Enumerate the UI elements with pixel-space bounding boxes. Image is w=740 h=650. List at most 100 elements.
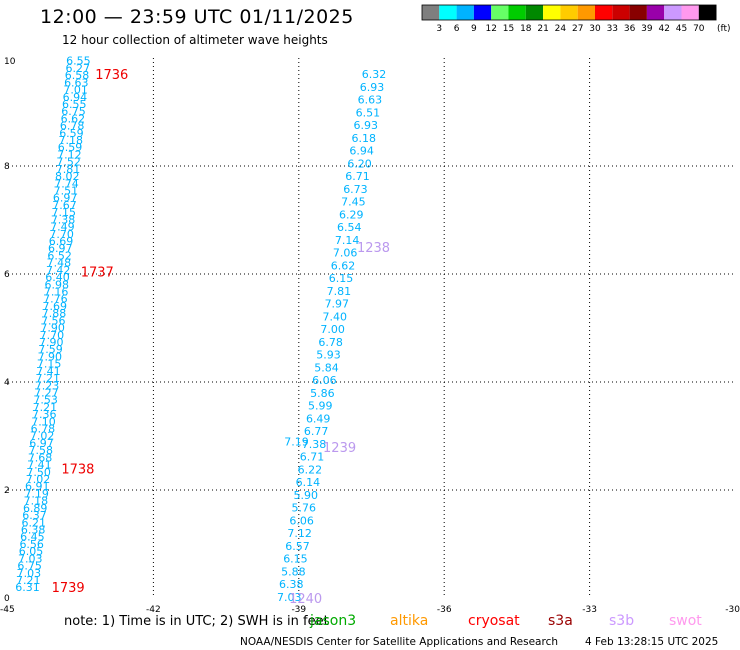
wave-height-value: 7.90 — [39, 336, 64, 349]
wave-height-value: 7.36 — [32, 408, 57, 421]
footer-timestamp: 4 Feb 13:28:15 UTC 2025 — [585, 636, 718, 648]
colorbar-swatch — [439, 5, 457, 20]
x-tick-label: -30 — [725, 605, 740, 615]
wave-height-value: 7.18 — [58, 134, 82, 147]
colorbar-frame — [421, 4, 717, 21]
wave-height-value: 7.18 — [24, 495, 49, 508]
wave-height-value: 6.62 — [61, 112, 86, 125]
wave-height-value: 7.10 — [31, 415, 55, 428]
wave-height-value: 6.22 — [298, 463, 323, 476]
data-marks: 6.317.217.036.757.036.056.566.456.386.21… — [15, 55, 390, 607]
wave-height-value: 7.15 — [37, 358, 62, 371]
pass-number-label: 1736 — [95, 68, 128, 83]
footer-credit: NOAA/NESDIS Center for Satellite Applica… — [240, 636, 558, 648]
wave-height-value: 6.89 — [23, 502, 47, 515]
wave-height-value: 7.21 — [16, 574, 41, 587]
wave-height-value: 7.51 — [54, 185, 79, 198]
colorbar-label: 30 — [589, 24, 601, 34]
colorbar-swatch — [508, 5, 526, 20]
wave-height-value: 7.67 — [52, 199, 76, 212]
wave-height-value: 7.69 — [42, 300, 67, 313]
wave-height-value: 6.55 — [66, 55, 91, 68]
wave-height-value: 7.70 — [40, 329, 64, 342]
wave-height-value: 7.00 — [320, 323, 345, 336]
wave-height-value: 6.06 — [312, 374, 337, 387]
colorbar-label: 27 — [572, 24, 583, 34]
wave-height-value: 6.75 — [61, 105, 86, 118]
colorbar-label: 24 — [555, 24, 567, 34]
plot-axes: -45 -42 -39 -36 -33 -30 0 2 4 6 8 10 — [0, 57, 740, 615]
wave-height-value: 7.16 — [44, 285, 68, 298]
wave-height-value: 6.49 — [306, 412, 331, 425]
wave-height-value: 7.74 — [54, 177, 78, 190]
y-tick-label: 6 — [4, 270, 10, 280]
wave-height-value: 6.14 — [296, 476, 321, 489]
wave-height-value: 7.03 — [17, 567, 42, 580]
wave-height-value: 7.53 — [33, 394, 58, 407]
wave-height-value: 8.02 — [55, 170, 80, 183]
wave-height-value: 6.54 — [337, 221, 362, 234]
colorbar-swatch — [612, 5, 630, 20]
colorbar-label: 42 — [658, 24, 669, 34]
pass-number-label: 1739 — [52, 581, 85, 596]
wave-height-value: 6.45 — [20, 531, 45, 544]
colorbar-swatch — [456, 5, 474, 20]
chart-title: 12:00 — 23:59 UTC 01/11/2025 — [40, 6, 354, 28]
colorbar-label: 15 — [503, 24, 514, 34]
colorbar-swatch — [629, 5, 647, 20]
x-tick-label: -36 — [437, 605, 452, 615]
wave-height-value: 5.99 — [308, 400, 333, 413]
colorbar-label: 45 — [676, 24, 687, 34]
colorbar-swatch — [577, 5, 595, 20]
satellite-legend-item: altika — [390, 613, 428, 629]
wave-height-value: 6.94 — [349, 145, 374, 158]
y-tick-label: 0 — [4, 594, 10, 604]
wave-height-value: 6.93 — [354, 119, 379, 132]
x-tick-label: -33 — [582, 605, 597, 615]
colorbar-swatch — [698, 5, 717, 20]
wave-height-value: 5.93 — [316, 349, 341, 362]
wave-height-value: 6.18 — [351, 132, 376, 145]
colorbar-swatch — [681, 5, 699, 20]
wave-height-value: 6.21 — [22, 516, 47, 529]
wave-height-value: 6.38 — [279, 578, 304, 591]
wave-height-value: 6.51 — [356, 106, 381, 119]
wave-height-value: 7.06 — [333, 247, 358, 260]
colorbar-label: 18 — [520, 24, 532, 34]
wave-height-value: 6.31 — [15, 581, 40, 594]
wave-height-value: 7.40 — [323, 310, 348, 323]
wave-height-value: 6.52 — [47, 249, 72, 262]
colorbar-swatch — [595, 5, 613, 20]
wave-height-value: 7.42 — [46, 264, 70, 277]
wave-height-value: 6.63 — [358, 94, 383, 107]
colorbar-label: 3 — [436, 24, 442, 34]
colorbar-unit: (ft) — [717, 24, 731, 34]
wave-height-value: 7.81 — [327, 285, 352, 298]
chart-footer: note: 1) Time is in UTC; 2) SWH is in fe… — [64, 613, 718, 648]
wave-height-value: 7.58 — [29, 444, 54, 457]
footer-note: note: 1) Time is in UTC; 2) SWH is in fe… — [64, 614, 329, 629]
wave-height-value: 7.41 — [36, 365, 61, 378]
wave-height-value: 6.55 — [62, 98, 87, 111]
colorbar-swatch — [646, 5, 665, 20]
wave-height-value: 6.91 — [25, 480, 49, 493]
satellite-legend-item: s3b — [609, 613, 634, 629]
wave-height-value: 6.57 — [285, 540, 310, 553]
colorbar-swatch — [560, 5, 578, 20]
wave-height-value: 7.21 — [33, 401, 58, 414]
wave-height-value: 6.78 — [31, 423, 56, 436]
wave-height-value: 7.27 — [34, 386, 59, 399]
wave-height-value: 7.52 — [56, 156, 80, 169]
wave-height-value: 6.69 — [49, 235, 74, 248]
y-tick-label: 10 — [4, 57, 16, 67]
wave-height-value: 7.14 — [335, 234, 360, 247]
wave-height-value: 7.01 — [63, 84, 88, 97]
satellite-legend-item: swot — [669, 613, 702, 629]
wave-height-value: 7.19 — [284, 435, 309, 448]
colorbar-legend: 3 6 9 12 15 18 21 24 27 30 33 36 39 42 45 70 (ft) — [421, 4, 731, 34]
wave-height-value: 6.75 — [17, 560, 42, 573]
chart-subtitle: 12 hour collection of altimeter wave hei… — [62, 33, 328, 47]
wave-height-value: 6.98 — [45, 278, 70, 291]
wave-height-value: 6.93 — [360, 81, 385, 94]
